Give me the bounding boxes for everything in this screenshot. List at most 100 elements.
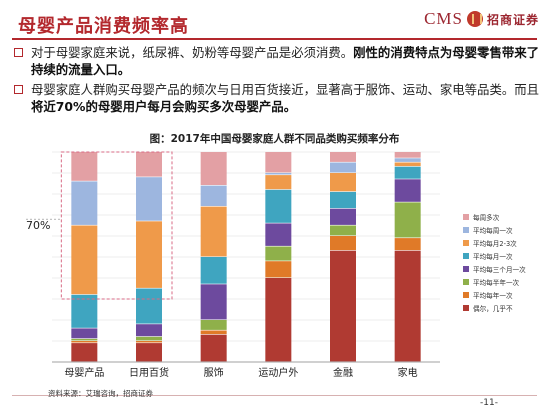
- legend-label: 平均每年一次: [473, 291, 513, 300]
- bullet-plain: 对于母婴家庭来说，纸尿裤、奶粉等母婴产品是必须消费。: [31, 45, 354, 60]
- bar-segment: [265, 152, 292, 173]
- legend-swatch: [463, 213, 469, 220]
- legend-swatch: [463, 265, 469, 272]
- legend-item: 平均每半年一次: [463, 275, 526, 288]
- bar-segment: [71, 341, 98, 343]
- source-note: 资料来源：艾瑞咨询，招商证券: [48, 389, 153, 398]
- bar-segment: [394, 166, 421, 179]
- x-tick-label: 金融: [333, 366, 353, 379]
- bar-segment: [394, 179, 421, 202]
- bar-segment: [200, 206, 227, 257]
- bar-segment: [200, 152, 227, 185]
- x-tick-label: 母婴产品: [64, 366, 104, 379]
- logo-cms-text: CMS: [424, 9, 463, 28]
- bar-segment: [265, 173, 292, 175]
- bar-segment: [330, 173, 356, 192]
- bar-segment: [330, 162, 356, 173]
- x-tick-label: 运动户外: [258, 366, 298, 379]
- bar-segment: [71, 181, 98, 225]
- bullet-square-icon: [14, 48, 23, 57]
- legend-swatch: [463, 226, 469, 233]
- bar-segment: [200, 185, 227, 206]
- bar-segment: [394, 152, 421, 158]
- legend-swatch: [463, 278, 469, 285]
- bar-segment: [394, 238, 421, 251]
- legend-swatch: [463, 304, 469, 311]
- legend-item: 平均每月一次: [463, 249, 526, 262]
- footer-divider: [12, 395, 537, 396]
- bar-segment: [394, 202, 421, 238]
- bar-segment: [71, 152, 98, 181]
- legend-label: 平均每月2-3次: [473, 239, 517, 248]
- legend-swatch: [463, 239, 469, 246]
- legend-label: 平均每三个月一次: [473, 265, 526, 274]
- bar-segment: [330, 208, 356, 225]
- legend-label: 平均每周一次: [473, 226, 513, 235]
- bar-segment: [200, 257, 227, 284]
- bar-segment: [200, 334, 227, 362]
- x-tick-label: 家电: [398, 366, 418, 379]
- bar-segment: [330, 191, 356, 209]
- logo-mark-icon: [466, 11, 483, 27]
- bar-segment: [265, 261, 292, 278]
- bar-segment: [394, 158, 421, 162]
- title-divider: [12, 38, 537, 40]
- x-tick-label: 服饰: [204, 366, 224, 379]
- bar-segment: [136, 152, 162, 177]
- legend-item: 平均每三个月一次: [463, 262, 526, 275]
- legend-label: 每周多次: [473, 213, 500, 222]
- legend-item: 平均每月2-3次: [463, 236, 526, 249]
- bar-segment: [265, 175, 292, 190]
- chart-legend: 每周多次平均每周一次 平均每月2-3次 平均每月一次平均每三个月一次 平均每半年一次平…: [463, 210, 526, 314]
- bar-segment: [71, 338, 98, 341]
- bullet-text: 对于母婴家庭来说，纸尿裤、奶粉等母婴产品是必须消费。刚性的消费特点为母婴零售带来…: [31, 44, 539, 78]
- bar-segment: [200, 330, 227, 335]
- highlight-box: [60, 151, 173, 300]
- bar-segment: [71, 328, 98, 339]
- legend-item: 偶尔，几乎不: [463, 301, 526, 314]
- bar-segment: [136, 221, 162, 288]
- bar-segment: [394, 162, 421, 167]
- bullet-item: 对于母婴家庭来说，纸尿裤、奶粉等母婴产品是必须消费。刚性的消费特点为母婴零售带来…: [14, 44, 539, 78]
- bar-segment: [136, 288, 162, 324]
- bar-segment: [330, 152, 356, 162]
- bar-segment: [265, 223, 292, 246]
- bullet-list: 对于母婴家庭来说，纸尿裤、奶粉等母婴产品是必须消费。刚性的消费特点为母婴零售带来…: [14, 44, 539, 118]
- page-number: -11-: [480, 398, 498, 408]
- highlight-annotation: 70%: [26, 219, 51, 232]
- legend-swatch: [463, 252, 469, 259]
- bar-segment: [330, 250, 356, 362]
- bar-segment: [330, 236, 356, 251]
- bar-segment: [71, 294, 98, 328]
- bullet-bold: 刚性的消费特点为母婴零售带来了持续的流量入口。: [31, 45, 540, 77]
- bullet-plain: 母婴家庭人群购买母婴产品的频次与日用百货接近，显著高于服饰、运动、家电等品类。而…: [31, 82, 540, 97]
- bar-segment: [200, 284, 227, 320]
- bar-segment: [200, 320, 227, 330]
- bar-segment: [71, 343, 98, 362]
- logo-cn-text: 招商证券: [486, 12, 539, 27]
- x-tick-label: 日用百货: [129, 366, 169, 379]
- bar-segment: [136, 343, 162, 362]
- bullet-square-icon: [14, 85, 23, 94]
- bullet-text: 母婴家庭人群购买母婴产品的频次与日用百货接近，显著高于服饰、运动、家电等品类。而…: [31, 81, 539, 115]
- bar-segment: [136, 341, 162, 343]
- bar-segment: [71, 225, 98, 295]
- chart-title: 图：2017年中国母婴家庭人群不同品类购买频率分布: [149, 133, 400, 145]
- bar-segment: [265, 189, 292, 223]
- legend-label: 平均每月一次: [473, 252, 513, 261]
- bar-segment: [394, 250, 421, 362]
- bar-segment: [136, 177, 162, 221]
- bar-segment: [136, 324, 162, 337]
- legend-label: 偶尔，几乎不: [473, 304, 513, 313]
- legend-label: 平均每半年一次: [473, 278, 520, 287]
- legend-item: 平均每周一次: [463, 223, 526, 236]
- bullet-bold: 将近70%的母婴用户每月会购买多次母婴产品。: [31, 99, 297, 114]
- brand-logo: CMS 招商证券: [424, 9, 539, 29]
- legend-item: 平均每年一次: [463, 288, 526, 301]
- bar-segment: [265, 246, 292, 261]
- bullet-item: 母婴家庭人群购买母婴产品的频次与日用百货接近，显著高于服饰、运动、家电等品类。而…: [14, 81, 539, 115]
- legend-item: 每周多次: [463, 210, 526, 223]
- legend-swatch: [463, 291, 469, 298]
